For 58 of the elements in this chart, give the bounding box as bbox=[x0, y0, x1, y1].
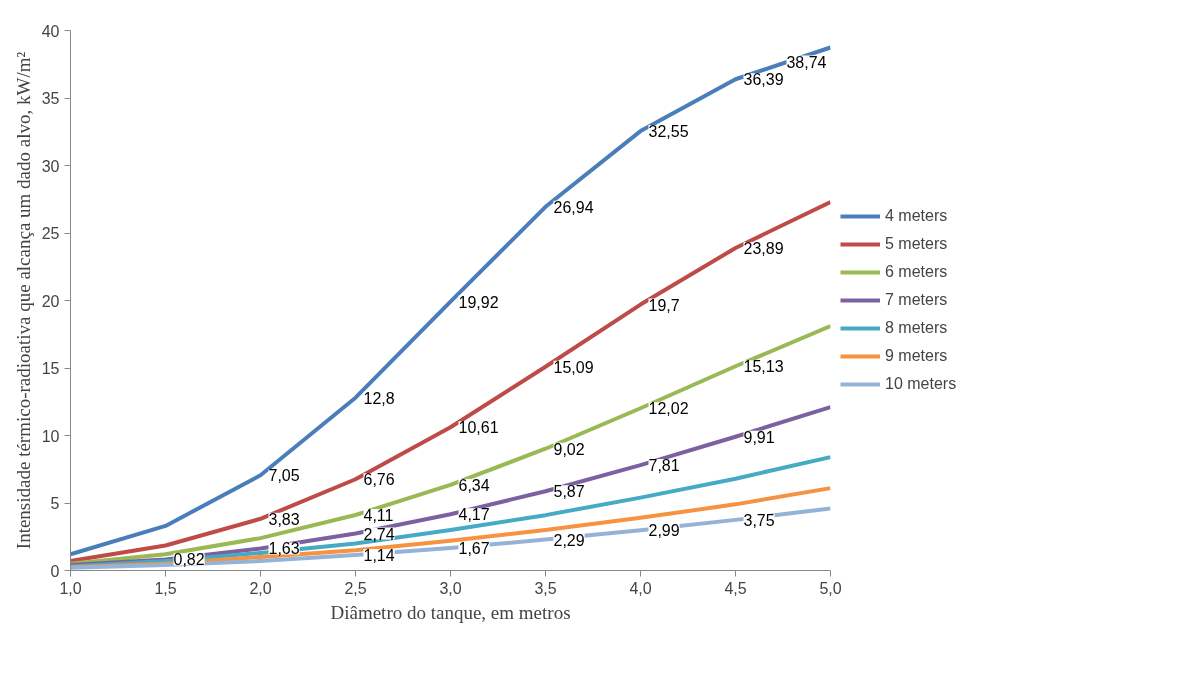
data-label: 19,92 bbox=[458, 293, 499, 311]
data-label: 0,82 bbox=[173, 551, 205, 569]
data-label: 2,74 bbox=[363, 525, 395, 543]
legend-label: 4 meters bbox=[885, 206, 948, 226]
legend-label: 10 meters bbox=[885, 374, 957, 394]
data-label: 6,34 bbox=[458, 476, 490, 494]
data-label: 26,94 bbox=[553, 198, 594, 216]
data-label: 4,11 bbox=[363, 507, 394, 525]
data-label: 2,29 bbox=[553, 531, 585, 549]
data-label: 15,13 bbox=[743, 358, 784, 376]
legend-label: 7 meters bbox=[885, 290, 948, 310]
legend-label: 5 meters bbox=[885, 234, 948, 254]
data-label: 36,39 bbox=[743, 71, 784, 89]
y-tick-label: 0 bbox=[50, 562, 60, 580]
data-label: 1,67 bbox=[458, 539, 490, 557]
x-axis-title: Diâmetro do tanque, em metros bbox=[330, 601, 571, 623]
y-tick-label: 20 bbox=[41, 292, 60, 310]
data-label: 7,05 bbox=[268, 467, 300, 485]
data-label: 12,02 bbox=[648, 400, 689, 418]
y-tick-label: 25 bbox=[41, 225, 60, 242]
data-label: 9,02 bbox=[553, 440, 585, 458]
y-tick-label: 15 bbox=[41, 360, 60, 377]
data-label: 1,14 bbox=[363, 547, 395, 565]
x-tick-label: 2,0 bbox=[249, 579, 272, 597]
legend-label: 8 meters bbox=[885, 318, 948, 338]
data-label: 3,75 bbox=[743, 511, 775, 529]
x-tick-label: 5,0 bbox=[819, 579, 842, 597]
y-axis-title: Intensidade térmico-radioativa que alcança um dado alvo, kW/m² bbox=[12, 51, 34, 550]
data-label: 19,7 bbox=[648, 296, 680, 314]
y-tick-label: 40 bbox=[41, 22, 60, 40]
x-tick-label: 3,5 bbox=[534, 579, 557, 597]
data-label: 15,09 bbox=[553, 358, 594, 376]
legend-label: 9 meters bbox=[885, 346, 948, 366]
legend-label: 6 meters bbox=[885, 262, 948, 282]
x-tick-label: 4,5 bbox=[724, 579, 747, 597]
data-label: 5,87 bbox=[553, 483, 585, 501]
x-tick-label: 1,5 bbox=[154, 579, 177, 597]
line-series bbox=[70, 324, 831, 566]
data-label: 1,63 bbox=[268, 540, 300, 558]
x-tick-label: 3,0 bbox=[439, 579, 462, 597]
data-label: 23,89 bbox=[743, 239, 784, 257]
data-label: 9,91 bbox=[743, 428, 775, 446]
data-label: 2,99 bbox=[648, 522, 680, 540]
data-label: 12,8 bbox=[363, 389, 395, 407]
data-label: 6,76 bbox=[363, 471, 395, 489]
data-label: 38,74 bbox=[786, 53, 827, 71]
data-label: 32,55 bbox=[648, 123, 689, 141]
x-tick-label: 2,5 bbox=[344, 579, 367, 597]
x-tick-label: 4,0 bbox=[629, 579, 652, 597]
data-label: 10,61 bbox=[458, 419, 499, 437]
y-tick-label: 10 bbox=[41, 427, 60, 445]
x-tick-label: 1,0 bbox=[59, 579, 82, 597]
data-label: 3,83 bbox=[268, 510, 300, 528]
y-tick-label: 35 bbox=[41, 90, 60, 107]
data-label: 7,81 bbox=[648, 457, 680, 475]
y-tick-label: 30 bbox=[41, 157, 60, 175]
data-label: 4,17 bbox=[458, 506, 490, 524]
y-tick-label: 5 bbox=[50, 495, 60, 512]
